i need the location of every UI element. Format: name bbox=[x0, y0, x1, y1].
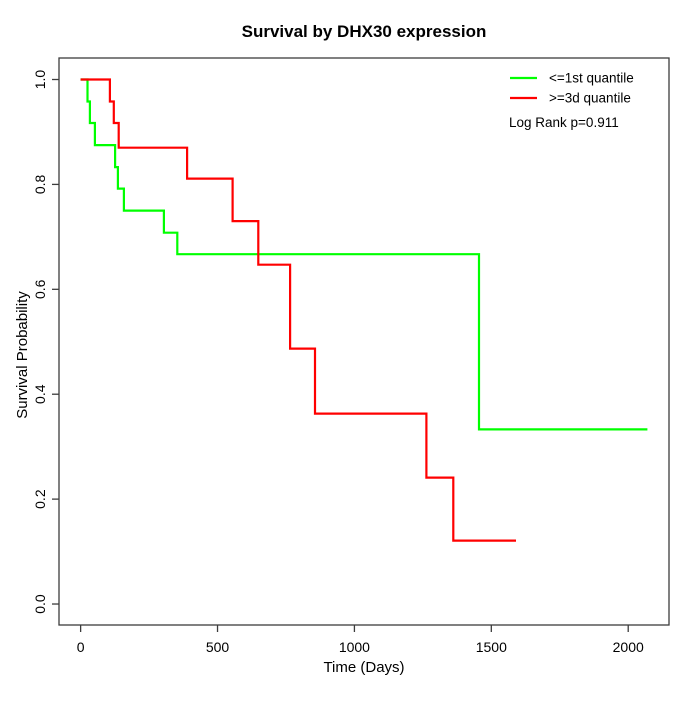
x-tick-label: 0 bbox=[77, 639, 85, 655]
x-tick-label: 2000 bbox=[613, 639, 644, 655]
plot-area: 0 500 1000 1500 2000 0.0 0.2 0.4 0.6 0.8 1.0 bbox=[32, 57, 670, 655]
x-tick-label: 1500 bbox=[476, 639, 507, 655]
y-tick-label: 0.2 bbox=[32, 489, 48, 509]
x-axis-label: Time (Days) bbox=[323, 659, 404, 676]
x-tick-label: 500 bbox=[206, 639, 230, 655]
y-tick-label: 0.8 bbox=[32, 174, 48, 194]
y-tick-label: 0.0 bbox=[32, 594, 48, 614]
log-rank-annotation: Log Rank p=0.911 bbox=[509, 115, 619, 130]
y-tick-label: 0.6 bbox=[32, 279, 48, 299]
series-1-line bbox=[80, 78, 516, 542]
legend: <=1st quantile >=3d quantile Log Rank p=… bbox=[509, 71, 634, 131]
plot-box bbox=[58, 57, 670, 626]
legend-label-third-quantile: >=3d quantile bbox=[549, 91, 631, 106]
series-0-line bbox=[80, 78, 648, 431]
y-axis-label: Survival Probability bbox=[14, 291, 31, 419]
chart-title: Survival by DHX30 expression bbox=[242, 22, 487, 41]
x-tick-label: 1000 bbox=[339, 639, 370, 655]
y-tick-label: 0.4 bbox=[32, 384, 48, 404]
y-tick-label: 1.0 bbox=[32, 70, 48, 90]
legend-label-first-quantile: <=1st quantile bbox=[549, 71, 634, 86]
